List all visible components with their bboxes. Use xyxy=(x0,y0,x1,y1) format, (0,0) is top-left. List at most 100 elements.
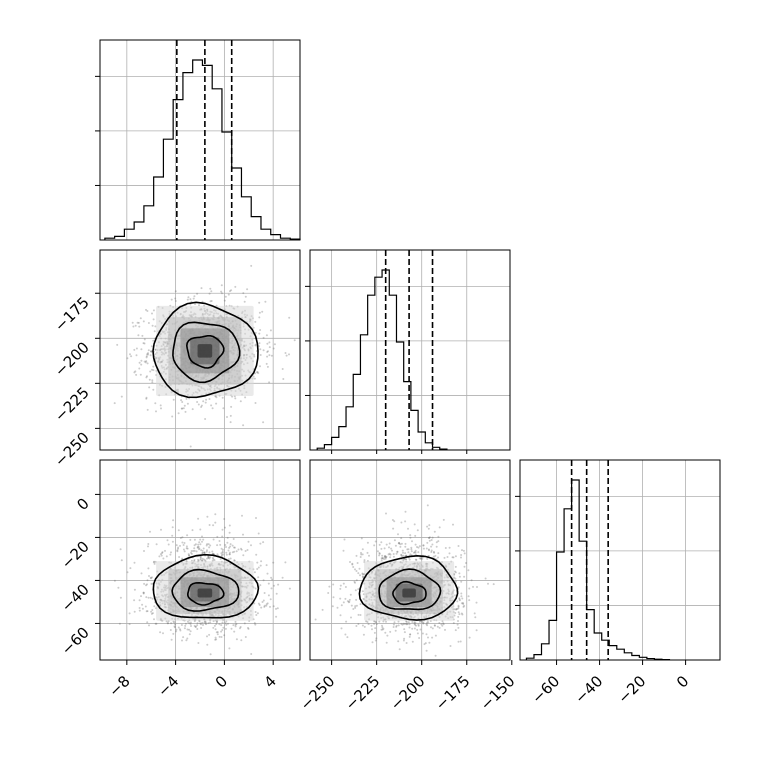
sample-point xyxy=(216,544,219,547)
sample-point xyxy=(350,604,353,607)
sample-point xyxy=(433,530,436,533)
sample-point xyxy=(155,622,158,625)
sample-point xyxy=(152,365,155,368)
sample-point xyxy=(288,316,291,319)
sample-point xyxy=(448,546,451,549)
sample-point xyxy=(370,624,373,627)
sample-point xyxy=(199,555,202,558)
sample-point xyxy=(209,621,212,624)
sample-point xyxy=(332,596,335,599)
sample-point xyxy=(407,548,410,551)
sample-point xyxy=(208,551,211,554)
sample-point xyxy=(360,551,362,554)
sample-point xyxy=(150,350,153,353)
sample-point xyxy=(384,631,387,634)
sample-point xyxy=(355,579,358,582)
sample-point xyxy=(222,553,225,556)
sample-point xyxy=(414,621,417,624)
sample-point xyxy=(306,534,308,536)
sample-point xyxy=(212,524,215,527)
sample-point xyxy=(178,556,181,558)
sample-point xyxy=(224,295,227,298)
sample-point xyxy=(367,623,370,626)
sample-point xyxy=(255,517,257,519)
sample-point xyxy=(260,606,263,609)
sample-point xyxy=(171,534,174,537)
sample-point xyxy=(231,395,234,398)
sample-point xyxy=(206,643,209,646)
sample-point xyxy=(428,549,430,552)
sample-point xyxy=(435,541,438,544)
sample-point xyxy=(186,534,189,537)
sample-point xyxy=(454,565,457,568)
sample-point xyxy=(413,523,416,526)
sample-point xyxy=(433,624,436,627)
sample-point xyxy=(361,572,364,575)
sample-point xyxy=(171,526,174,529)
sample-point xyxy=(355,604,358,607)
sample-point xyxy=(203,551,206,554)
sample-point xyxy=(225,553,228,556)
x-tick-label: −200 xyxy=(387,672,429,714)
sample-point xyxy=(397,533,399,536)
sample-point xyxy=(145,360,148,363)
sample-point xyxy=(147,352,149,355)
sample-point xyxy=(408,623,411,626)
sample-point xyxy=(374,540,377,543)
sample-point xyxy=(418,637,421,639)
sample-point xyxy=(218,635,221,638)
sample-point xyxy=(150,350,153,353)
sample-point xyxy=(220,624,223,627)
sample-point xyxy=(261,601,264,603)
sample-point xyxy=(160,407,162,410)
sample-point xyxy=(405,642,408,644)
sample-point xyxy=(339,614,342,617)
sample-point xyxy=(164,549,166,552)
sample-point xyxy=(140,348,143,351)
sample-point xyxy=(267,350,269,353)
sample-point xyxy=(285,354,288,357)
sample-point xyxy=(230,405,233,408)
sample-point xyxy=(202,538,205,541)
sample-point xyxy=(263,604,266,607)
sample-point xyxy=(347,601,350,604)
sample-point xyxy=(212,558,215,561)
sample-point xyxy=(138,607,141,609)
sample-point xyxy=(172,398,175,401)
hist-panel-param2 xyxy=(515,459,721,661)
sample-point xyxy=(229,545,232,548)
sample-point xyxy=(205,544,208,547)
sample-point xyxy=(146,621,149,624)
sample-point xyxy=(388,552,391,555)
sample-point xyxy=(176,550,179,553)
scatter-panel-param0-param1 xyxy=(99,249,301,451)
sample-point xyxy=(113,579,116,582)
sample-point xyxy=(423,643,426,646)
sample-point xyxy=(385,512,387,515)
sample-point xyxy=(426,525,429,528)
sample-point xyxy=(462,603,465,605)
sample-point xyxy=(138,367,141,370)
sample-point xyxy=(361,548,364,551)
sample-point xyxy=(457,615,460,618)
sample-point xyxy=(189,445,192,448)
sample-point xyxy=(244,550,247,552)
sample-point xyxy=(225,620,228,623)
sample-point xyxy=(409,633,412,636)
sample-point xyxy=(214,628,217,631)
sample-point xyxy=(258,316,261,319)
sample-point xyxy=(139,317,142,320)
sample-point xyxy=(222,407,225,410)
sample-point xyxy=(266,342,269,345)
sample-point xyxy=(133,610,136,613)
sample-point xyxy=(426,504,429,507)
sample-point xyxy=(418,545,421,548)
sample-point xyxy=(258,604,261,606)
sample-point xyxy=(239,626,242,628)
sample-point xyxy=(415,624,417,627)
sample-point xyxy=(472,585,474,588)
sample-point xyxy=(355,625,358,627)
sample-point xyxy=(270,354,273,357)
sample-point xyxy=(389,553,392,556)
sample-point xyxy=(184,622,187,625)
